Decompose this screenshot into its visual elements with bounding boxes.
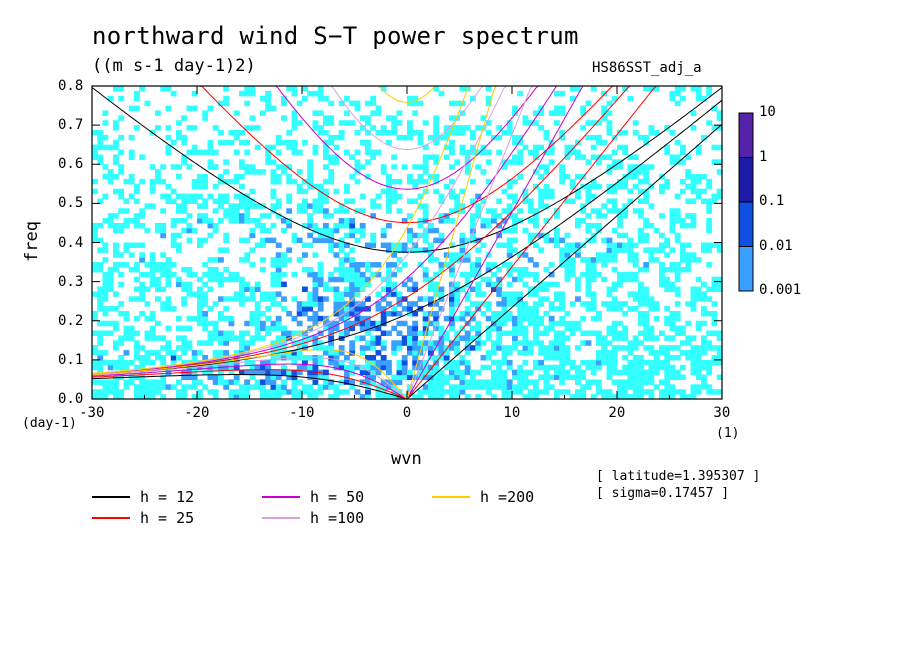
legend-swatch [92,496,130,498]
y-axis-unit: (day-1) [22,416,77,431]
chart-title: northward wind S−T power spectrum [92,22,579,50]
x-tick-label: -30 [79,405,105,421]
y-tick-label: 0.3 [58,273,84,290]
dispersion-curve-h50-3 [91,363,408,400]
dispersion-curve-h25-1 [406,85,662,400]
legend-label: h =100 [310,509,365,527]
y-tick-label: 0.7 [58,117,84,134]
latitude-info: [ latitude=1.395307 ] [596,469,761,484]
colorbar-label: 10 [759,104,776,120]
legend-item: h =200 [432,488,534,506]
x-tick-label: 10 [503,405,521,421]
sigma-info: [ sigma=0.17457 ] [596,486,730,501]
colorbar-label: 0.001 [759,282,802,298]
chart-units: ((m s-1 day-1)2) [92,56,256,76]
y-tick-label: 0.0 [58,391,84,407]
colorbar-segment [738,246,754,292]
dispersion-curve-h200-2 [91,85,471,374]
colorbar-label: 0.1 [759,193,785,209]
legend-label: h = 50 [310,488,365,506]
legend-item: h = 12 [92,488,194,506]
x-tick-label: -10 [289,405,315,421]
legend-swatch [432,496,470,498]
colorbar-segment [738,112,754,158]
dispersion-curve-h12-0 [91,87,723,253]
dispersion-curve-h200-1 [406,85,497,400]
legend-label: h = 25 [140,509,195,527]
legend-label: h =200 [480,488,535,506]
colorbar-label: 1 [759,148,768,165]
legend-item: h = 25 [92,509,194,527]
dispersion-curve-h25-0 [194,85,620,224]
x-tick-label: 20 [608,405,626,421]
legend-item: h = 50 [262,488,364,506]
run-id: HS86SST_adj_a [592,60,702,76]
legend-item: h =100 [262,509,364,527]
colorbar-label: 0.01 [759,237,793,254]
dispersion-curve-h100-1 [406,85,534,400]
dispersion-curve-h100-0 [328,85,486,151]
y-tick-label: 0.5 [58,195,84,212]
y-tick-label: 0.6 [58,156,84,173]
dispersion-curve-h50-1 [406,85,586,400]
dispersion-curve-h12-1 [406,123,723,400]
dispersion-curve-h12-2 [91,99,723,376]
dispersion-curves [91,85,723,400]
legend-swatch [262,517,300,519]
x-tick-label: 0 [402,405,412,421]
dispersion-curve-h200-0 [372,85,442,103]
power-field [92,86,723,400]
dispersion-curve-h200-3 [91,349,408,400]
colorbar-segment [738,201,754,247]
y-tick-label: 0.8 [58,78,84,94]
dispersion-curve-h12-3 [92,374,408,400]
y-tick-label: 0.1 [58,351,84,368]
y-tick-label: 0.4 [58,234,84,251]
dispersion-curve-h25-2 [91,85,636,375]
dispersion-curve-h25-3 [91,369,408,400]
dispersion-curve-h50-2 [91,85,560,375]
x-axis-unit: (1) [716,426,740,441]
colorbar-segment [738,157,754,203]
dispersion-curve-h100-3 [91,356,408,400]
legend-label: h = 12 [140,488,195,506]
x-tick-label: -20 [184,405,210,421]
colorbar [738,112,754,292]
x-axis-label: wvn [391,449,422,469]
dispersion-curve-h50-0 [273,85,541,190]
legend-swatch [92,517,130,519]
y-tick-label: 0.2 [58,312,84,329]
x-tick-label: 30 [713,405,731,421]
legend-swatch [262,496,300,498]
